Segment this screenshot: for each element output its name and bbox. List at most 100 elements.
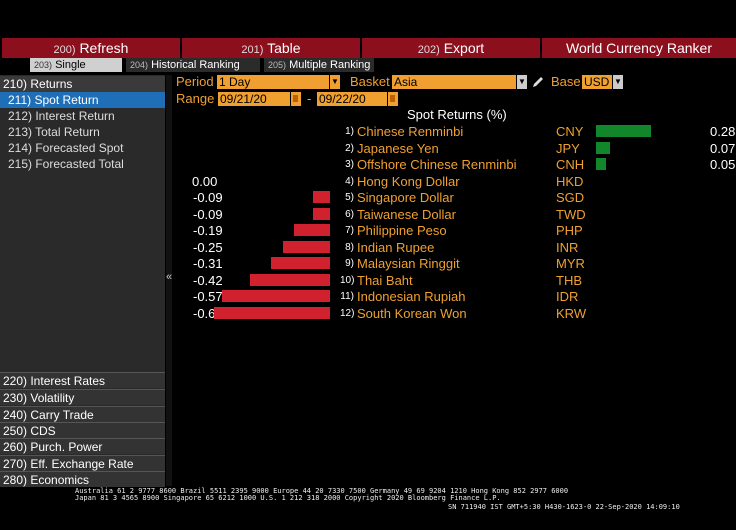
sidebar-item-volatility[interactable]: 230) Volatility [0, 389, 165, 405]
currency-code: JPY [556, 140, 580, 156]
range-start-field[interactable]: 09/21/20 [218, 92, 290, 106]
currency-name[interactable]: Japanese Yen [357, 140, 439, 156]
refresh-button[interactable]: 200) Refresh [2, 38, 180, 58]
bar-negative [221, 290, 330, 302]
tab-num: 203) [34, 60, 53, 70]
rank-number: 1) [345, 126, 354, 137]
period-label: Period [176, 74, 214, 89]
value-label: -0.42 [193, 272, 223, 288]
bar-positive [596, 125, 651, 137]
sidebar-item-forecasted-spot[interactable]: 214) Forecasted Spot [8, 141, 124, 155]
sidebar-item-total-return[interactable]: 213) Total Return [8, 125, 100, 139]
period-select[interactable]: 1 Day [217, 75, 329, 89]
currency-name[interactable]: Indonesian Rupiah [357, 289, 466, 304]
currency-name[interactable]: Thai Baht [357, 272, 413, 288]
value-label: -0.57 [193, 289, 223, 304]
sidebar-item-spot-return[interactable]: 211) Spot Return [0, 92, 165, 108]
tab-historical-ranking[interactable]: 204) Historical Ranking [126, 58, 260, 72]
table-button[interactable]: 201) Table [182, 38, 360, 58]
collapse-arrow-icon[interactable]: « [166, 271, 173, 283]
currency-name[interactable]: Malaysian Ringgit [357, 256, 460, 271]
rank-number: 4) [345, 175, 354, 187]
currency-name[interactable]: Chinese Renminbi [357, 124, 464, 139]
sidebar-item-cds[interactable]: 250) CDS [0, 422, 165, 438]
currency-name[interactable]: South Korean Won [357, 305, 467, 321]
value-label: -0.09 [193, 206, 223, 222]
refresh-label: Refresh [79, 40, 129, 56]
base-select[interactable]: USD [582, 75, 612, 89]
sidebar-item-forecasted-total[interactable]: 215) Forecasted Total [8, 157, 124, 171]
app-title: World Currency Ranker [542, 38, 736, 58]
currency-code: MYR [556, 256, 585, 271]
footer-contacts-line1: Australia 61 2 9777 8600 Brazil 5511 239… [75, 487, 569, 495]
tab-num: 204) [130, 60, 149, 70]
chevron-down-icon[interactable]: ▼ [612, 75, 623, 89]
sidebar-item-eff-exchange-rate[interactable]: 270) Eff. Exchange Rate [0, 455, 165, 471]
toolbar: 200) Refresh 201) Table 202) Export Worl… [0, 38, 736, 58]
bar-negative [282, 240, 330, 253]
sidebar-header-returns[interactable]: 210) Returns [0, 76, 165, 92]
sidebar-splitter[interactable]: « [166, 75, 172, 486]
footer-session-info: SN 711940 IST GMT+5:30 H430-1623-0 22-Se… [448, 503, 680, 511]
bar-negative [293, 224, 330, 236]
pencil-icon[interactable] [531, 75, 545, 89]
rank-number: 9) [345, 258, 354, 269]
chart-title: Spot Returns (%) [407, 107, 507, 122]
rank-number: 3) [345, 159, 354, 170]
currency-code: HKD [556, 173, 584, 189]
currency-code: THB [556, 272, 582, 288]
calendar-icon[interactable] [387, 92, 398, 106]
sidebar-item-interest-return[interactable]: 212) Interest Return [8, 109, 115, 123]
currency-name[interactable]: Offshore Chinese Renminbi [357, 157, 517, 172]
bar-negative [271, 257, 330, 269]
bar-positive [596, 158, 606, 170]
export-num: 202) [417, 44, 440, 56]
currency-code: CNY [556, 124, 584, 139]
calendar-icon[interactable] [290, 92, 301, 106]
value-label: -0.31 [193, 256, 223, 271]
bar-negative [312, 191, 330, 203]
currency-name[interactable]: Hong Kong Dollar [357, 173, 460, 189]
rank-number: 2) [345, 142, 354, 154]
currency-name[interactable]: Taiwanese Dollar [357, 206, 456, 222]
export-button[interactable]: 202) Export [362, 38, 540, 58]
chevron-down-icon[interactable]: ▼ [329, 75, 340, 89]
bar-negative [312, 207, 330, 220]
bar-positive [596, 141, 610, 154]
value-label: -0.19 [193, 223, 223, 238]
base-label: Base [551, 74, 581, 89]
bar-negative [250, 273, 330, 286]
refresh-num: 200) [53, 44, 76, 56]
footer: Australia 61 2 9777 8600 Brazil 5511 239… [0, 487, 736, 530]
value-label: 0.28 [710, 124, 736, 139]
value-label: 0.00 [192, 173, 218, 189]
sidebar-item-purch-power[interactable]: 260) Purch. Power [0, 438, 165, 454]
currency-name[interactable]: Singapore Dollar [357, 190, 454, 205]
rank-number: 11) [340, 291, 354, 302]
tab-single-ranking[interactable]: 203) Single Ranking [30, 58, 122, 85]
range-label: Range [176, 91, 215, 106]
value-label: -0.25 [193, 239, 223, 255]
currency-name[interactable]: Indian Rupee [357, 239, 435, 255]
chevron-down-icon[interactable]: ▼ [516, 75, 527, 89]
currency-name[interactable]: Philippine Peso [357, 223, 447, 238]
currency-code: KRW [556, 305, 587, 321]
rank-number: 12) [340, 307, 355, 319]
sidebar-item-economics[interactable]: 280) Economics [0, 471, 165, 487]
tab-num: 205) [268, 60, 287, 70]
sidebar-item-carry-trade[interactable]: 240) Carry Trade [0, 406, 165, 422]
footer-contacts-line2: Japan 81 3 4565 8900 Singapore 65 6212 1… [75, 494, 501, 502]
tab-multiple-ranking[interactable]: 205) Multiple Ranking [264, 58, 374, 72]
currency-code: INR [556, 239, 579, 255]
basket-label: Basket [350, 74, 390, 89]
currency-code: PHP [556, 223, 583, 238]
table-label: Table [267, 40, 301, 56]
basket-select[interactable]: Asia [392, 75, 516, 89]
rank-number: 5) [345, 192, 354, 203]
rank-number: 7) [345, 225, 354, 236]
range-end-field[interactable]: 09/22/20 [317, 92, 387, 106]
rank-number: 8) [345, 241, 354, 253]
sidebar-item-interest-rates[interactable]: 220) Interest Rates [0, 372, 165, 388]
sidebar: 210) Returns 211) Spot Return 212) Inter… [0, 75, 165, 487]
tab-label: Multiple Ranking [289, 59, 371, 71]
